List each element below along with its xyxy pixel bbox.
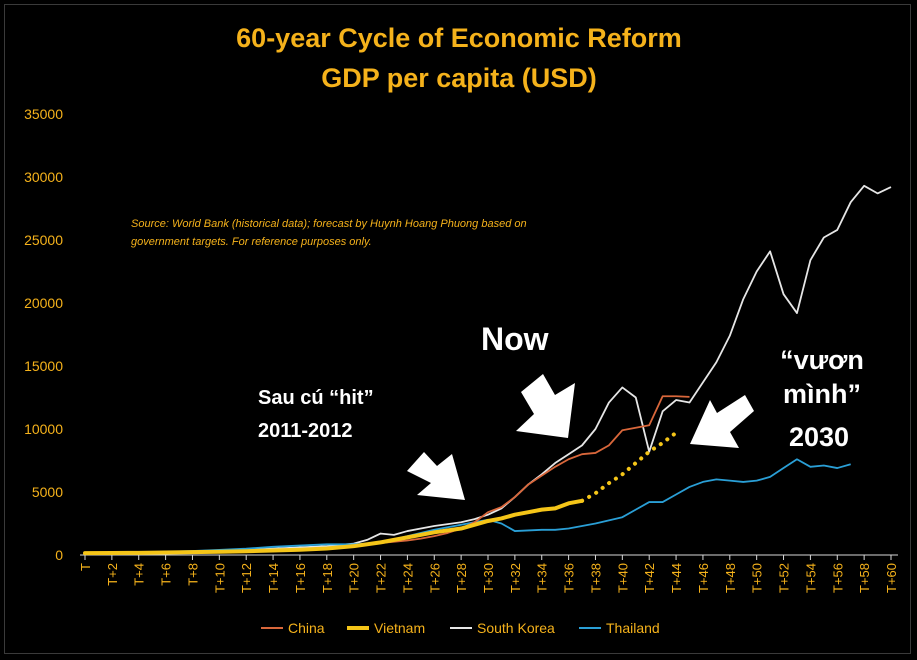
annotation-rise-line-1: “vươn [780,345,864,375]
annotation-rise-line-3: 2030 [789,422,849,452]
x-tick-label: T+48 [723,563,738,593]
series-line-vietnam [83,498,585,556]
x-axis: T T+2 T+4 T+6 T+8 T+10 T+12 T+14 T+16 T+18 T+20 T+2… [78,555,899,593]
x-tick-label: T+58 [857,563,872,593]
x-tick-label: T+56 [830,563,845,593]
x-tick-label: T+46 [696,563,711,593]
x-tick-label: T+38 [588,563,603,593]
legend: China Vietnam South Korea Thailand [261,620,660,636]
chart-frame: 60-year Cycle of Economic Reform GDP per… [4,4,911,654]
series-layer [83,184,892,556]
series-line-south-korea [84,184,892,555]
x-tick-label: T+36 [562,563,577,593]
x-tick-label: T+24 [400,563,415,593]
y-tick-label: 15000 [24,358,63,374]
series-line-thailand [84,458,851,555]
legend-label-vietnam: Vietnam [374,620,425,636]
legend-label-south-korea: South Korea [477,620,555,636]
chart-subtitle: GDP per capita (USD) [321,63,597,93]
x-tick-label: T+26 [427,563,442,593]
annotation-hit-line-2: 2011-2012 [258,420,353,442]
legend-label-china: China [288,620,325,636]
annotation-now: Now [481,321,549,357]
y-tick-label: 20000 [24,295,63,311]
x-tick-label: T+12 [239,563,254,593]
y-tick-label: 0 [55,547,63,563]
x-tick-label: T+4 [132,563,147,586]
annotation-rise-line-2: mình” [783,379,861,409]
arrow-rise-icon [690,395,754,448]
x-tick-label: T+30 [481,563,496,593]
x-tick-label: T+28 [454,563,469,593]
x-tick-label: T+60 [884,563,899,593]
legend-label-thailand: Thailand [606,620,660,636]
line-chart: 60-year Cycle of Economic Reform GDP per… [24,23,899,636]
x-tick-label: T+20 [347,563,362,593]
x-tick-label: T+8 [185,563,200,586]
x-tick-label: T+50 [750,563,765,593]
x-tick-label: T+52 [777,563,792,593]
x-tick-label: T+44 [669,563,684,593]
arrow-now-icon [516,374,575,438]
x-tick-label: T+54 [803,563,818,593]
annotation-hit-line-1: Sau cú “hit” [258,387,374,409]
x-tick-label: T+34 [535,563,550,593]
series-forecast-line-vietnam [580,430,679,503]
x-tick-label: T+10 [212,563,227,593]
y-axis: 0 5000 10000 15000 20000 25000 30000 35000 [24,106,63,563]
x-tick-label: T+14 [266,563,281,593]
x-tick-label: T+42 [642,563,657,593]
chart-title: 60-year Cycle of Economic Reform [236,23,682,53]
x-tick-label: T+18 [320,563,335,593]
x-tick-label: T+2 [105,563,120,586]
y-tick-label: 25000 [24,232,63,248]
y-tick-label: 35000 [24,106,63,122]
x-tick-label: T+6 [159,563,174,586]
arrow-hit-icon [407,452,465,500]
series-line-china [85,395,690,555]
y-tick-label: 5000 [32,484,63,500]
y-tick-label: 10000 [24,421,63,437]
x-tick-label: T+16 [293,563,308,593]
x-tick-label: T [78,563,93,571]
source-note-line-1: Source: World Bank (historical data); fo… [131,218,527,230]
x-tick-label: T+32 [508,563,523,593]
source-note-line-2: government targets. For reference purpos… [131,236,372,248]
x-tick-label: T+22 [374,563,389,593]
y-tick-label: 30000 [24,169,63,185]
x-tick-label: T+40 [615,563,630,593]
